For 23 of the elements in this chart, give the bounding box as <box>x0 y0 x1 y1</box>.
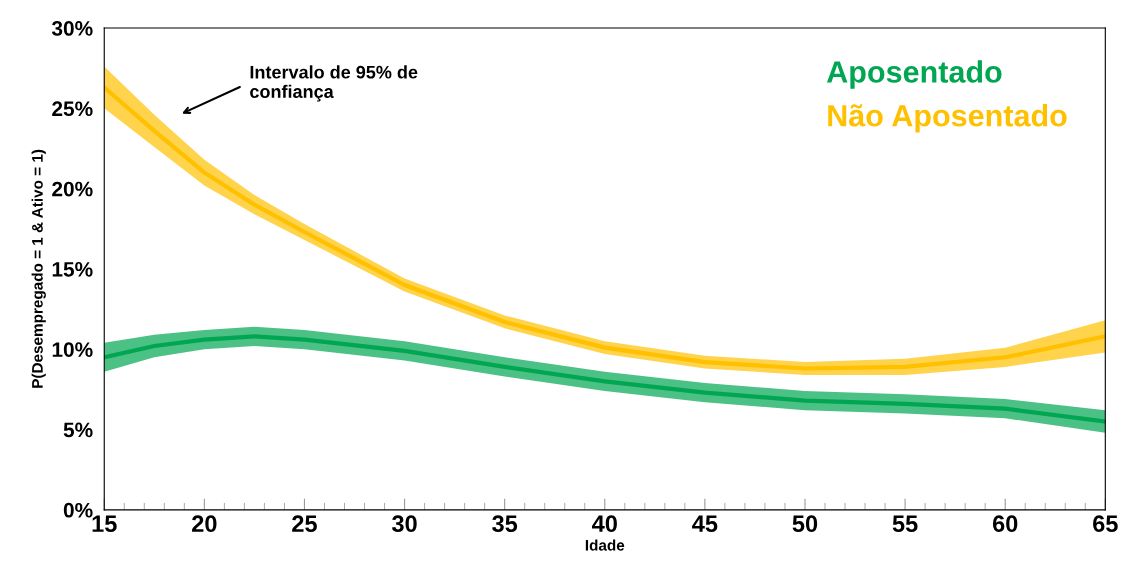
annotation: Intervalo de 95% de confiança <box>250 65 418 102</box>
x-tick-label: 45 <box>692 515 718 533</box>
y-tick-label: 10% <box>52 342 93 357</box>
y-tick-label: 5% <box>63 422 93 438</box>
text: Aposentado <box>826 60 1002 89</box>
x-tick-label: 20 <box>192 515 217 533</box>
x-tick-label: 50 <box>792 515 818 533</box>
x-tick-label: 55 <box>892 515 918 533</box>
x-tick-label: 15 <box>92 515 117 533</box>
text: Não Aposentado <box>828 104 1067 133</box>
x-tick-label: 35 <box>492 515 518 533</box>
y-axis-title: P(Desempregado = 1 & Ativo = 1) <box>31 149 46 388</box>
y-tick-label: 25% <box>52 101 93 117</box>
x-tick-label: 30 <box>391 515 417 533</box>
y-tick-label: 20% <box>52 181 93 197</box>
y-tick-label: 0% <box>63 502 93 518</box>
x-tick-label: 65 <box>1093 515 1118 533</box>
x-tick-label: 40 <box>592 515 617 533</box>
x-tick-label: 60 <box>992 515 1018 533</box>
x-axis-title: Idade <box>585 539 625 551</box>
x-tick-label: 25 <box>292 515 317 533</box>
y-tick-label: 30% <box>51 21 93 36</box>
y-tick-label: 15% <box>52 261 93 277</box>
